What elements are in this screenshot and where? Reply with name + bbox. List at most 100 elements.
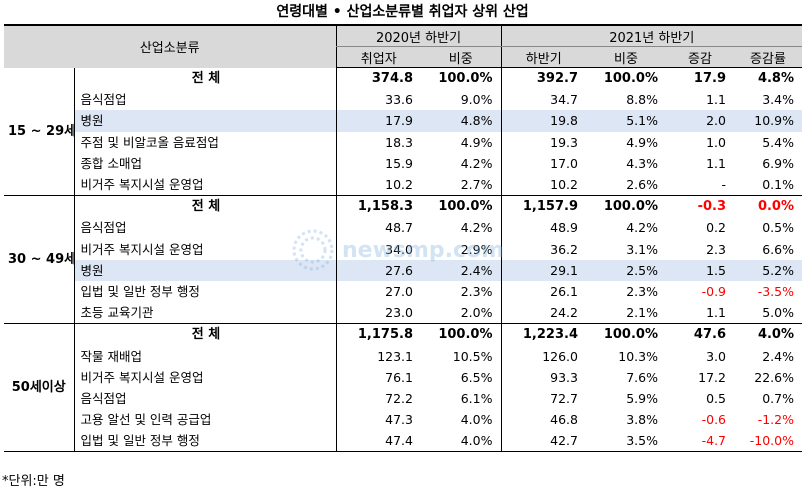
employed-2020-cell: 47.3 xyxy=(335,409,421,431)
employed-2021-cell: 72.7 xyxy=(500,387,586,409)
change-rate-cell: 5.2% xyxy=(734,259,802,281)
employed-2020-cell: 123.1 xyxy=(335,345,421,367)
col-header: 증감 xyxy=(666,46,734,68)
col-header: 비중 xyxy=(586,46,666,68)
employed-2020-cell: 48.7 xyxy=(335,217,421,239)
share-2021-cell: 5.9% xyxy=(626,390,658,406)
industry-name: 비거주 복지시설 운영업 xyxy=(80,369,204,385)
employed-2020-cell: 33.6 xyxy=(335,89,421,111)
employed-2021-cell: 46.8 xyxy=(500,409,586,431)
share-2020-cell: 6.5% xyxy=(460,369,493,385)
share-2020-cell: 2.9% xyxy=(460,241,493,257)
share-2020-cell: 4.0% xyxy=(460,412,493,428)
industry-name: 전 체 xyxy=(191,70,221,86)
change-rate-cell: 0.7% xyxy=(762,390,794,406)
share-2021-cell: 3.8% xyxy=(626,412,658,428)
change-cell: 1.0 xyxy=(706,134,726,150)
change-rate-cell: 6.6% xyxy=(762,241,794,257)
share-2020-cell: 2.4% xyxy=(421,259,501,281)
employed-2020-cell: 10.2 xyxy=(335,173,421,197)
industry-header: 산업소분류 xyxy=(4,24,336,68)
employed-2021-cell: 126.0 xyxy=(500,345,586,367)
share-2021-cell: 4.9% xyxy=(626,134,658,150)
employed-2021-cell: 19.8 xyxy=(500,110,586,132)
employed-2021-cell: 48.9 xyxy=(500,217,586,239)
share-2020-cell: 6.1% xyxy=(460,390,493,406)
change-cell: 0.5 xyxy=(706,390,726,406)
industry-name: 병원 xyxy=(74,110,336,132)
period-2020-header: 2020년 하반기 xyxy=(335,24,501,47)
change-cell: 1.1 xyxy=(666,302,734,325)
share-2020-cell: 4.9% xyxy=(460,134,493,150)
industry-name: 입법 및 일반 정부 행정 xyxy=(80,283,200,299)
industry-name: 고용 알선 및 인력 공급업 xyxy=(80,412,212,428)
industry-name: 비거주 복지시설 운영업 xyxy=(74,173,336,197)
share-2020-cell: 10.5% xyxy=(452,348,493,364)
period-2021-header: 2021년 하반기 xyxy=(500,24,802,47)
table-row: 병원 27.6 2.4% 29.1 2.5% 1.5 5.2% xyxy=(4,259,802,281)
table-row: 음식점업 48.7 4.2% 48.9 4.2% 0.2 0.5% xyxy=(4,217,802,239)
share-2020-cell: 2.7% xyxy=(421,173,501,197)
table-row: 비거주 복지시설 운영업 34.0 2.9% 36.2 3.1% 2.3 6.6% xyxy=(4,238,802,260)
employed-2020-cell: 374.8 xyxy=(335,67,421,90)
table-body: 15 ~ 29세 전 체 374.8 100.0% 392.7 100.0% 17.9 4.8… xyxy=(4,67,802,453)
table-row: 병원 17.9 4.8% 19.8 5.1% 2.0 10.9% xyxy=(4,110,802,132)
employed-2021-cell: 17.0 xyxy=(500,152,586,174)
change-cell: 17.9 xyxy=(693,71,726,87)
share-2020-cell: 100.0% xyxy=(438,327,493,343)
change-cell: 47.6 xyxy=(693,327,726,343)
industry-name: 전 체 xyxy=(191,327,221,343)
change-cell: 1.1 xyxy=(706,92,726,108)
change-cell: -4.7 xyxy=(666,430,734,453)
industry-name: 비거주 복지시설 운영업 xyxy=(80,241,204,257)
employed-2020-cell: 1,175.8 xyxy=(335,323,421,346)
employed-2020-cell: 72.2 xyxy=(335,387,421,409)
change-rate-cell: 0.0% xyxy=(757,199,794,215)
change-rate-cell: 0.5% xyxy=(762,220,794,236)
table-row: 고용 알선 및 인력 공급업 47.3 4.0% 46.8 3.8% -0.6 -1.2% xyxy=(4,409,802,431)
employed-2021-cell: 10.2 xyxy=(500,173,586,197)
change-rate-cell: 0.1% xyxy=(734,173,802,197)
share-2020-cell: 9.0% xyxy=(460,92,493,108)
share-2021-cell: 4.2% xyxy=(626,220,658,236)
share-2020-cell: 2.0% xyxy=(421,302,501,325)
share-2021-cell: 10.3% xyxy=(618,348,658,364)
table-row: 종합 소매업 15.9 4.2% 17.0 4.3% 1.1 6.9% xyxy=(4,152,802,174)
col-header: 하반기 xyxy=(500,46,586,68)
table-row: 입법 및 일반 정부 행정 27.0 2.3% 26.1 2.3% -0.9 -3.5% xyxy=(4,280,802,303)
change-cell: -0.3 xyxy=(697,199,726,215)
age-group-label: 50세이상 xyxy=(4,323,75,453)
change-rate-cell: 4.0% xyxy=(757,327,794,343)
change-rate-cell: 4.8% xyxy=(757,71,794,87)
industry-name: 초등 교육기관 xyxy=(74,302,336,325)
table-row-total: 15 ~ 29세 전 체 374.8 100.0% 392.7 100.0% 17.9 4.8… xyxy=(4,67,802,197)
change-rate-cell: -1.2% xyxy=(757,412,794,428)
industry-name: 전 체 xyxy=(191,199,221,215)
employed-2021-cell: 24.2 xyxy=(500,302,586,325)
industry-name: 음식점업 xyxy=(80,390,127,406)
table-row: 음식점업 72.2 6.1% 72.7 5.9% 0.5 0.7% xyxy=(4,387,802,409)
change-rate-cell: 22.6% xyxy=(754,369,794,385)
employed-2021-cell: 26.1 xyxy=(500,280,586,303)
change-cell: 1.1 xyxy=(706,155,726,171)
employed-2021-cell: 93.3 xyxy=(500,366,586,388)
share-2020-cell: 4.2% xyxy=(460,155,493,171)
industry-name: 음식점업 xyxy=(80,220,127,236)
table-row: 비거주 복지시설 운영업 10.2 2.7% 10.2 2.6% -0.1% xyxy=(4,173,802,197)
change-cell: 17.2 xyxy=(698,369,726,385)
table-row: 입법 및 일반 정부 행정 47.4 4.0% 42.7 3.5% -4.7 -10.0% xyxy=(4,430,802,453)
change-cell: -0.9 xyxy=(701,283,726,299)
employment-table: 산업소분류 2020년 하반기 2021년 하반기 취업자 비중 하반기 비중 … xyxy=(4,24,802,453)
share-2021-cell: 2.3% xyxy=(626,283,658,299)
table-row: 작물 재배업 123.1 10.5% 126.0 10.3% 3.0 2.4% xyxy=(4,345,802,367)
employed-2020-cell: 27.0 xyxy=(335,280,421,303)
employed-2020-cell: 1,158.3 xyxy=(335,195,421,218)
employed-2020-cell: 47.4 xyxy=(335,430,421,453)
share-2021-cell: 100.0% xyxy=(603,71,658,87)
employed-2020-cell: 27.6 xyxy=(335,259,421,281)
change-cell: 2.3 xyxy=(706,241,726,257)
share-2020-cell: 4.2% xyxy=(460,220,493,236)
change-rate-cell: 6.9% xyxy=(762,155,794,171)
change-cell: 0.2 xyxy=(706,220,726,236)
col-header: 비중 xyxy=(421,46,501,68)
